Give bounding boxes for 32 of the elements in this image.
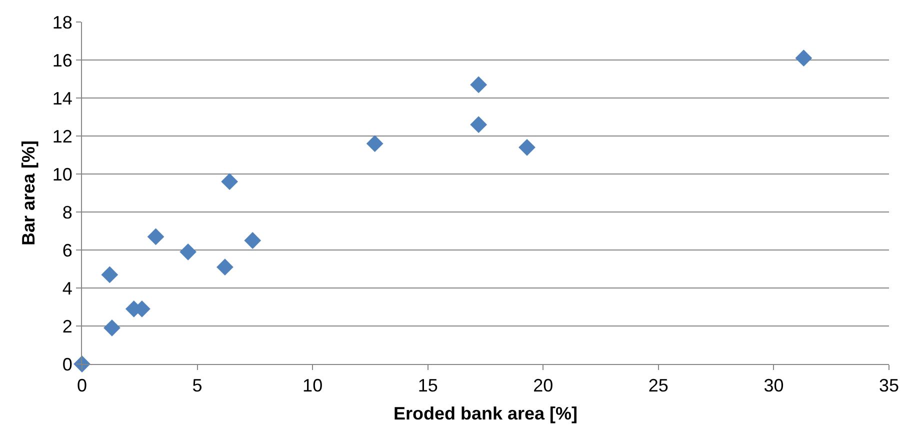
- point: [180, 243, 197, 260]
- y-tick-label: 8: [62, 202, 72, 222]
- x-tick-label: 0: [76, 376, 88, 396]
- y-tick-label: 14: [52, 88, 72, 108]
- x-tick-label: 25: [648, 376, 668, 396]
- x-tick-label: 10: [302, 376, 323, 396]
- y-axis-title: Bar area [%]: [18, 140, 39, 246]
- y-tick-label: 6: [62, 240, 72, 260]
- x-tick-label: 15: [418, 376, 438, 396]
- point: [244, 232, 262, 249]
- point: [101, 266, 118, 284]
- point: [366, 135, 384, 152]
- x-tick-label: 35: [878, 376, 900, 396]
- y-tick-label: 2: [62, 316, 72, 336]
- point: [470, 116, 488, 134]
- x-axis-title: Eroded bank area [%]: [393, 404, 578, 424]
- y-tick-label: 16: [52, 50, 72, 70]
- point: [104, 319, 120, 336]
- y-tick-label: 12: [52, 126, 72, 146]
- point: [221, 173, 238, 190]
- y-tick-label: 4: [62, 278, 72, 298]
- point: [795, 50, 812, 67]
- x-tick-label: 30: [764, 376, 784, 396]
- x-tick-label: 5: [192, 376, 202, 396]
- y-tick-label: 18: [52, 12, 72, 32]
- point: [518, 138, 536, 156]
- point: [147, 228, 164, 246]
- point: [470, 76, 488, 94]
- y-tick-label: 10: [52, 164, 72, 184]
- y-tick-label: 0: [62, 354, 72, 374]
- point: [216, 258, 234, 276]
- x-tick-label: 20: [533, 376, 554, 396]
